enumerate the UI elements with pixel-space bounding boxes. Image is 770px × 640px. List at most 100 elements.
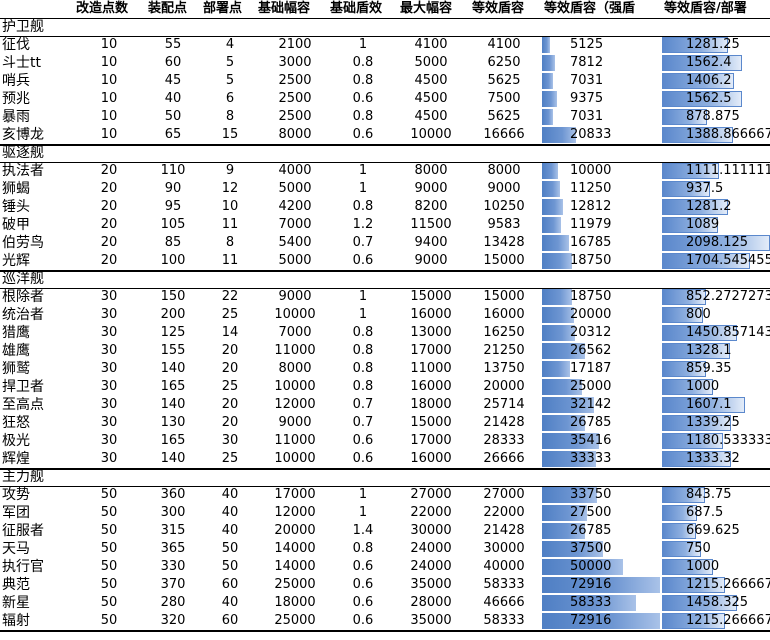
per-deploy-cell[interactable]: 2098.125 [662, 235, 770, 251]
cell-base[interactable]: 4200 [278, 199, 312, 214]
cell-name[interactable]: 军团 [2, 505, 30, 521]
cell-equiv[interactable]: 9000 [487, 181, 521, 196]
section-title[interactable]: 主力舰 [2, 469, 44, 485]
cell-eff[interactable]: 1 [358, 487, 368, 502]
cell-equiv[interactable]: 28333 [483, 433, 525, 448]
cell-equiv[interactable]: 8000 [487, 163, 521, 178]
per-deploy-cell[interactable]: 1607.1 [662, 397, 770, 413]
cell-equip[interactable]: 200 [160, 307, 186, 322]
column-header[interactable]: 改造点数 [76, 1, 129, 16]
cell-eff[interactable]: 0.8 [352, 55, 374, 70]
cell-base[interactable]: 10000 [274, 451, 316, 466]
cell-max[interactable]: 24000 [410, 559, 452, 574]
cell-equip[interactable]: 300 [160, 505, 186, 520]
cell-max[interactable]: 22000 [410, 505, 452, 520]
cell-name[interactable]: 攻势 [2, 487, 30, 503]
cell-deploy[interactable]: 12 [221, 181, 239, 196]
cell-max[interactable]: 16000 [410, 451, 452, 466]
cell-eff[interactable]: 1 [358, 37, 368, 52]
column-header[interactable]: 等效盾容/部署 [664, 1, 747, 16]
cell-mod[interactable]: 30 [100, 361, 118, 376]
strong-shield-cell[interactable]: 72916 [542, 577, 660, 593]
strong-shield-cell[interactable]: 7812 [542, 55, 660, 71]
cell-name[interactable]: 根除者 [2, 289, 44, 305]
cell-name[interactable]: 斗士tt [2, 55, 41, 71]
strong-shield-cell[interactable]: 18750 [542, 253, 660, 269]
strong-shield-cell[interactable]: 32142 [542, 397, 660, 413]
cell-max[interactable]: 9000 [414, 181, 448, 196]
per-deploy-cell[interactable]: 1458.325 [662, 595, 770, 611]
column-header[interactable]: 最大幅容 [400, 1, 453, 16]
cell-name[interactable]: 亥博龙 [2, 127, 44, 143]
cell-name[interactable]: 极光 [2, 433, 30, 449]
cell-mod[interactable]: 50 [100, 505, 118, 520]
cell-mod[interactable]: 10 [100, 73, 118, 88]
strong-shield-cell[interactable]: 50000 [542, 559, 660, 575]
cell-equip[interactable]: 330 [160, 559, 186, 574]
cell-mod[interactable]: 20 [100, 181, 118, 196]
cell-max[interactable]: 17000 [410, 433, 452, 448]
cell-base[interactable]: 5000 [278, 253, 312, 268]
per-deploy-cell[interactable]: 1089 [662, 217, 770, 233]
column-header[interactable]: 基础幅容 [258, 1, 311, 16]
cell-base[interactable]: 18000 [274, 595, 316, 610]
cell-eff[interactable]: 0.8 [352, 109, 374, 124]
section-title[interactable]: 巡洋舰 [2, 271, 44, 287]
cell-max[interactable]: 13000 [410, 325, 452, 340]
strong-shield-cell[interactable]: 20312 [542, 325, 660, 341]
cell-mod[interactable]: 30 [100, 451, 118, 466]
cell-base[interactable]: 2500 [278, 73, 312, 88]
cell-base[interactable]: 14000 [274, 559, 316, 574]
cell-mod[interactable]: 20 [100, 235, 118, 250]
cell-base[interactable]: 9000 [278, 415, 312, 430]
cell-deploy[interactable]: 20 [221, 361, 239, 376]
strong-shield-cell[interactable]: 25000 [542, 379, 660, 395]
cell-eff[interactable]: 0.8 [352, 541, 374, 556]
cell-equiv[interactable]: 20000 [483, 379, 525, 394]
cell-equip[interactable]: 370 [160, 577, 186, 592]
cell-equiv[interactable]: 16250 [483, 325, 525, 340]
cell-mod[interactable]: 50 [100, 595, 118, 610]
cell-deploy[interactable]: 25 [221, 379, 239, 394]
column-header[interactable]: 等效盾容（强盾 [544, 1, 636, 16]
cell-name[interactable]: 雄鹰 [2, 343, 30, 359]
cell-equip[interactable]: 125 [160, 325, 186, 340]
per-deploy-cell[interactable]: 1406.2 [662, 73, 770, 89]
cell-eff[interactable]: 0.7 [352, 235, 374, 250]
cell-max[interactable]: 8000 [414, 163, 448, 178]
cell-mod[interactable]: 30 [100, 289, 118, 304]
cell-max[interactable]: 17000 [410, 343, 452, 358]
cell-equiv[interactable]: 58333 [483, 613, 525, 628]
cell-mod[interactable]: 30 [100, 397, 118, 412]
cell-deploy[interactable]: 5 [225, 55, 235, 70]
cell-eff[interactable]: 0.6 [352, 451, 374, 466]
cell-max[interactable]: 5000 [414, 55, 448, 70]
per-deploy-cell[interactable]: 1388.866667 [662, 127, 770, 143]
cell-eff[interactable]: 0.6 [352, 595, 374, 610]
cell-mod[interactable]: 30 [100, 415, 118, 430]
section-title[interactable]: 驱逐舰 [2, 145, 44, 161]
cell-equiv[interactable]: 46666 [483, 595, 525, 610]
cell-max[interactable]: 9400 [414, 235, 448, 250]
cell-base[interactable]: 10000 [274, 307, 316, 322]
cell-eff[interactable]: 0.8 [352, 343, 374, 358]
cell-equip[interactable]: 110 [160, 163, 186, 178]
cell-equip[interactable]: 365 [160, 541, 186, 556]
cell-max[interactable]: 11000 [410, 361, 452, 376]
cell-deploy[interactable]: 8 [225, 109, 235, 124]
cell-eff[interactable]: 0.6 [352, 253, 374, 268]
cell-name[interactable]: 征伐 [2, 37, 30, 53]
strong-shield-cell[interactable]: 5125 [542, 37, 660, 53]
cell-name[interactable]: 至高点 [2, 397, 44, 413]
cell-name[interactable]: 执行官 [2, 559, 44, 575]
cell-max[interactable]: 28000 [410, 595, 452, 610]
cell-equiv[interactable]: 15000 [483, 289, 525, 304]
cell-equip[interactable]: 55 [164, 37, 182, 52]
cell-eff[interactable]: 1.2 [352, 217, 374, 232]
cell-max[interactable]: 10000 [410, 127, 452, 142]
cell-mod[interactable]: 10 [100, 109, 118, 124]
cell-max[interactable]: 35000 [410, 577, 452, 592]
cell-mod[interactable]: 50 [100, 613, 118, 628]
cell-base[interactable]: 8000 [278, 361, 312, 376]
cell-mod[interactable]: 20 [100, 163, 118, 178]
